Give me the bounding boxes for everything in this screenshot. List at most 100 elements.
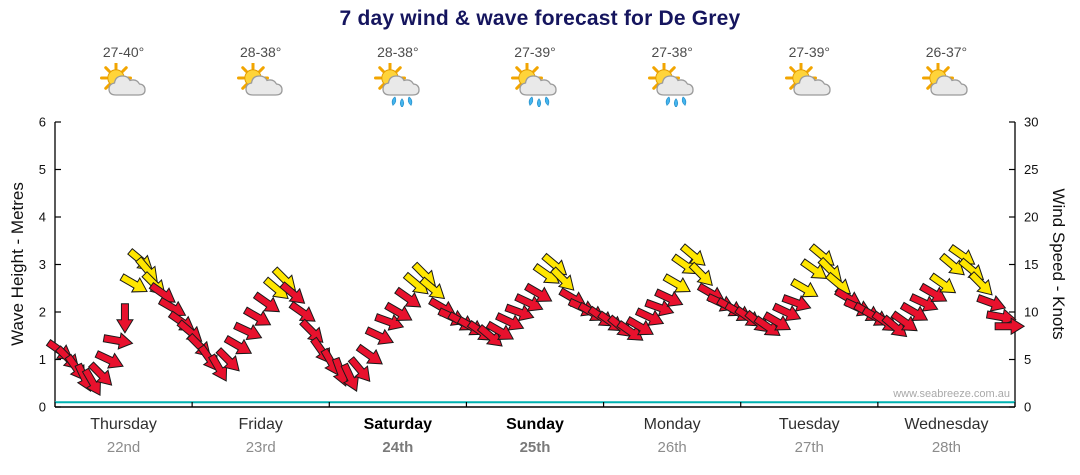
wind-arrow bbox=[939, 252, 965, 276]
day-name: Saturday bbox=[363, 416, 433, 433]
wind-arrow bbox=[688, 261, 713, 286]
day-date: 27th bbox=[794, 439, 824, 456]
weather-icon-showers bbox=[373, 63, 420, 107]
wind-arrow bbox=[279, 281, 306, 304]
day-footer-friday: Friday 23rd bbox=[196, 416, 326, 456]
wind-arrow bbox=[374, 313, 405, 331]
wind-arrow bbox=[634, 307, 665, 326]
wind-arrow bbox=[654, 288, 684, 307]
wind-arrow bbox=[800, 258, 828, 279]
day-header-sunday: 27-39° bbox=[470, 44, 600, 112]
wind-arrow bbox=[419, 276, 446, 300]
wind-arrow bbox=[364, 326, 395, 345]
wind-arrow bbox=[662, 273, 691, 293]
wind-arrow bbox=[242, 306, 272, 326]
day-temperature-range: 27-39° bbox=[514, 44, 556, 60]
day-header-monday: 27-38° bbox=[607, 44, 737, 112]
weather-icon-partly-cloudy bbox=[922, 63, 969, 96]
day-footer-monday: Monday 26th bbox=[607, 416, 737, 456]
wind-arrow bbox=[762, 311, 792, 331]
weather-icon-showers bbox=[511, 63, 557, 107]
wind-arrow bbox=[288, 300, 316, 322]
wind-arrow bbox=[347, 356, 371, 382]
weather-icon-partly-cloudy bbox=[785, 63, 831, 96]
wind-arrow bbox=[550, 266, 575, 291]
wind-arrow bbox=[485, 320, 515, 340]
day-name: Monday bbox=[643, 416, 701, 433]
day-date: 28th bbox=[931, 439, 962, 456]
wind-arrow bbox=[994, 317, 1026, 336]
weather-icon-partly-cloudy bbox=[99, 63, 146, 96]
day-temperature-range: 28-38° bbox=[377, 44, 419, 60]
wind-arrow bbox=[394, 286, 422, 308]
wind-arrow bbox=[215, 347, 240, 372]
wind-arrow bbox=[252, 291, 281, 313]
weather-icon-partly-cloudy bbox=[236, 63, 283, 96]
wind-arrow bbox=[476, 324, 503, 347]
right-axis-label: Wind Speed - Knots bbox=[1049, 188, 1068, 340]
wind-arrow bbox=[753, 315, 781, 336]
wind-arrow bbox=[976, 294, 1007, 312]
wind-arrow bbox=[644, 298, 675, 317]
day-header-thursday: 27-40° bbox=[59, 44, 189, 112]
wind-arrow bbox=[790, 278, 819, 298]
wind-arrow bbox=[679, 243, 706, 266]
wind-arrow bbox=[919, 282, 948, 302]
day-date: 25th bbox=[519, 439, 551, 456]
wind-arrow bbox=[340, 362, 359, 392]
day-temperature-range: 27-39° bbox=[788, 44, 830, 60]
right-tick-label: 10 bbox=[1024, 305, 1038, 320]
day-footer-sunday: Sunday 25th bbox=[470, 416, 600, 456]
wind-arrow bbox=[223, 335, 253, 355]
wind-arrow bbox=[495, 312, 525, 331]
wind-arrow bbox=[233, 321, 263, 341]
day-temperature-range: 27-38° bbox=[651, 44, 693, 60]
wind-arrow bbox=[772, 302, 802, 322]
wind-arrow bbox=[928, 272, 957, 294]
weather-icon-showers bbox=[648, 63, 694, 107]
chart-title: 7 day wind & wave forecast for De Grey bbox=[339, 7, 741, 30]
day-date: 24th bbox=[382, 439, 414, 456]
day-temperature-range: 26-37° bbox=[925, 44, 968, 60]
wind-arrow bbox=[616, 319, 644, 341]
day-footer-tuesday: Tuesday 27th bbox=[744, 416, 874, 456]
wind-arrow bbox=[355, 343, 383, 365]
wind-arrow bbox=[514, 293, 544, 312]
day-date: 22nd bbox=[106, 439, 141, 456]
wind-arrow bbox=[909, 293, 939, 312]
left-tick-label: 5 bbox=[39, 162, 46, 177]
day-date: 26th bbox=[657, 439, 687, 456]
day-temperature-range: 27-40° bbox=[102, 44, 145, 60]
day-footer-wednesday: Wednesday 28th bbox=[881, 416, 1011, 456]
day-header-friday: 28-38° bbox=[196, 44, 326, 112]
day-name: Thursday bbox=[90, 416, 157, 433]
day-date: 23rd bbox=[245, 439, 276, 456]
day-footer-saturday: Saturday 24th bbox=[333, 416, 463, 456]
wind-arrow bbox=[102, 332, 134, 350]
left-tick-label: 4 bbox=[39, 210, 46, 225]
right-tick-label: 20 bbox=[1024, 210, 1038, 225]
day-header-saturday: 28-38° bbox=[333, 44, 463, 112]
day-header-tuesday: 27-39° bbox=[744, 44, 874, 112]
day-name: Sunday bbox=[506, 416, 564, 433]
day-name: Tuesday bbox=[778, 416, 840, 433]
wind-arrow bbox=[625, 316, 654, 336]
wind-arrow bbox=[94, 350, 124, 369]
right-tick-label: 5 bbox=[1024, 352, 1031, 367]
left-tick-label: 0 bbox=[39, 400, 46, 415]
day-temperature-range: 28-38° bbox=[240, 44, 282, 60]
wind-arrow bbox=[504, 303, 535, 322]
wind-arrow bbox=[781, 294, 812, 312]
wind-arrow bbox=[524, 282, 553, 302]
day-name: Friday bbox=[238, 416, 283, 433]
wind-arrow bbox=[119, 273, 148, 293]
day-header-wednesday: 26-37° bbox=[881, 44, 1011, 112]
wind-arrow bbox=[384, 301, 413, 321]
day-footer-thursday: Thursday 22nd bbox=[59, 416, 189, 456]
right-tick-label: 15 bbox=[1024, 257, 1038, 272]
watermark: www.seabreeze.com.au bbox=[893, 388, 1010, 400]
wind-arrow bbox=[87, 361, 113, 386]
right-tick-label: 0 bbox=[1024, 400, 1031, 415]
wind-arrow bbox=[890, 310, 918, 332]
